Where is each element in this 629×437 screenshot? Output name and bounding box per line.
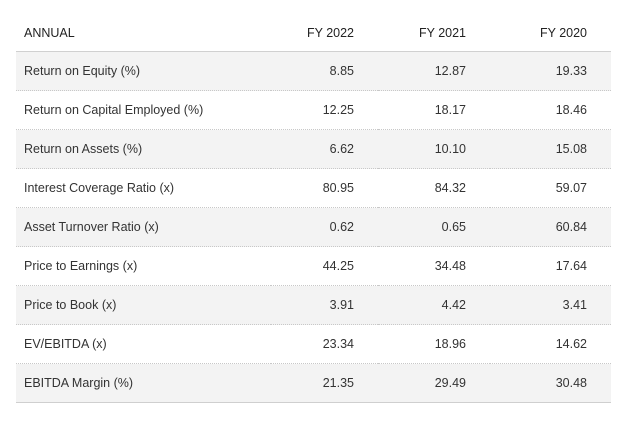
cell-fy-2021: 12.87 <box>434 64 466 78</box>
row-label: Asset Turnover Ratio (x) <box>24 220 159 234</box>
row-label: EBITDA Margin (%) <box>24 376 134 390</box>
cell-fy-2022: 23.34 <box>322 337 354 351</box>
cell-fy-2020: 30.48 <box>555 376 587 390</box>
cell-fy-2020: 3.41 <box>562 298 587 312</box>
cell-fy-2020: 15.08 <box>555 142 587 156</box>
table-header-row: ANNUAL FY 2022 FY 2021 FY 2020 <box>16 14 611 52</box>
table-row: Interest Coverage Ratio (x) 80.95 84.32 … <box>16 169 611 208</box>
row-label: Interest Coverage Ratio (x) <box>24 181 175 195</box>
cell-fy-2021: 84.32 <box>434 181 466 195</box>
row-label: Return on Assets (%) <box>24 142 143 156</box>
cell-fy-2022: 0.62 <box>329 220 354 234</box>
cell-fy-2021: 29.49 <box>434 376 466 390</box>
cell-fy-2021: 4.42 <box>441 298 466 312</box>
annual-ratios-panel: ANNUAL FY 2022 FY 2021 FY 2020 Return on… <box>16 14 611 403</box>
annual-ratios-table: ANNUAL FY 2022 FY 2021 FY 2020 Return on… <box>16 14 611 403</box>
table-row: Return on Assets (%) 6.62 10.10 15.08 <box>16 129 611 169</box>
cell-fy-2022: 44.25 <box>322 259 354 273</box>
cell-fy-2020: 17.64 <box>555 259 587 273</box>
cell-fy-2022: 21.35 <box>322 376 354 390</box>
cell-fy-2020: 60.84 <box>555 220 587 234</box>
cell-fy-2021: 34.48 <box>434 259 466 273</box>
cell-fy-2022: 80.95 <box>322 181 354 195</box>
header-fy-2020: FY 2020 <box>490 14 611 52</box>
cell-fy-2022: 6.62 <box>329 142 354 156</box>
table-row: EV/EBITDA (x) 23.34 18.96 14.62 <box>16 325 611 364</box>
table-row: Price to Earnings (x) 44.25 34.48 17.64 <box>16 247 611 286</box>
cell-fy-2020: 19.33 <box>555 64 587 78</box>
table-row: Price to Book (x) 3.91 4.42 3.41 <box>16 285 611 325</box>
cell-fy-2020: 18.46 <box>555 103 587 117</box>
cell-fy-2021: 0.65 <box>441 220 466 234</box>
cell-fy-2022: 12.25 <box>322 103 354 117</box>
cell-fy-2021: 18.96 <box>434 337 466 351</box>
header-fy-2022: FY 2022 <box>271 14 378 52</box>
row-label: Price to Book (x) <box>24 298 117 312</box>
row-label: Price to Earnings (x) <box>24 259 138 273</box>
cell-fy-2020: 59.07 <box>555 181 587 195</box>
header-fy-2021: FY 2021 <box>378 14 490 52</box>
row-label: EV/EBITDA (x) <box>24 337 107 351</box>
cell-fy-2020: 14.62 <box>555 337 587 351</box>
row-label: Return on Equity (%) <box>24 64 141 78</box>
table-row: Return on Capital Employed (%) 12.25 18.… <box>16 91 611 130</box>
table-row: Asset Turnover Ratio (x) 0.62 0.65 60.84 <box>16 207 611 247</box>
cell-fy-2022: 3.91 <box>329 298 354 312</box>
cell-fy-2021: 10.10 <box>434 142 466 156</box>
table-row: EBITDA Margin (%) 21.35 29.49 30.48 <box>16 363 611 403</box>
header-annual: ANNUAL <box>16 14 271 52</box>
row-label: Return on Capital Employed (%) <box>24 103 204 117</box>
table-row: Return on Equity (%) 8.85 12.87 19.33 <box>16 51 611 91</box>
cell-fy-2022: 8.85 <box>329 64 354 78</box>
cell-fy-2021: 18.17 <box>434 103 466 117</box>
